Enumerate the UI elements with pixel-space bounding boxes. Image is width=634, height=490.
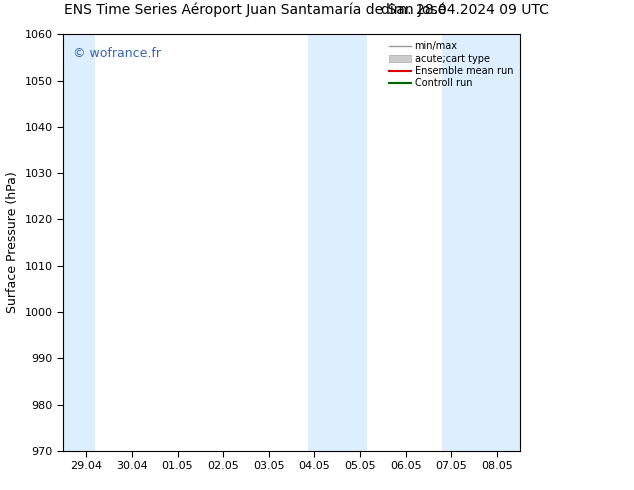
Legend: min/max, acute;cart type, Ensemble mean run, Controll run: min/max, acute;cart type, Ensemble mean … [387,39,515,90]
Text: ENS Time Series Aéroport Juan Santamaría de San José: ENS Time Series Aéroport Juan Santamaría… [64,2,446,17]
Text: © wofrance.fr: © wofrance.fr [72,47,160,60]
Text: dim. 28.04.2024 09 UTC: dim. 28.04.2024 09 UTC [381,3,549,17]
Bar [443,34,520,451]
Y-axis label: Surface Pressure (hPa): Surface Pressure (hPa) [6,172,19,314]
Bar [307,34,367,451]
Bar [63,34,95,451]
